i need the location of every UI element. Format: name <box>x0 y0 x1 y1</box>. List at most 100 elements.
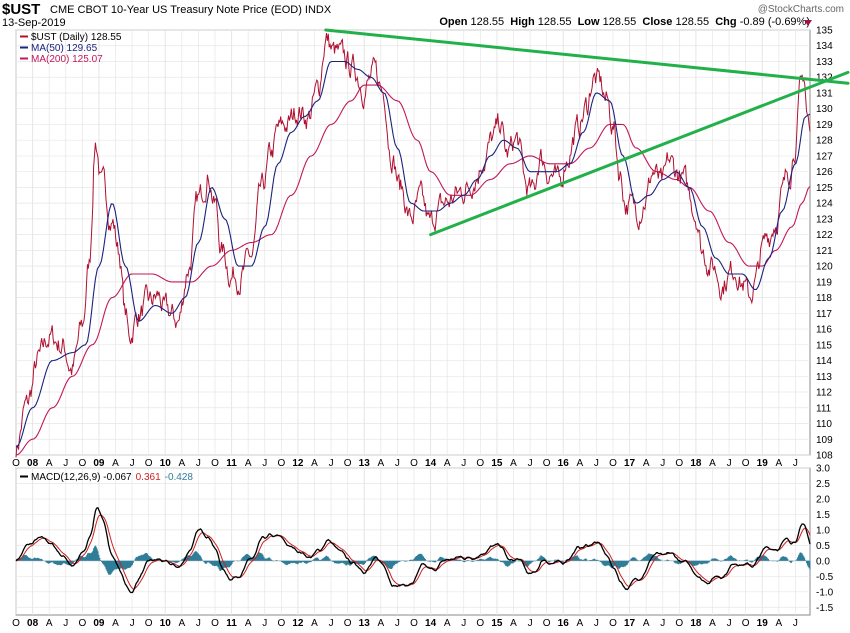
price-ytick-label: 115 <box>816 340 832 351</box>
open-label: Open <box>439 16 468 28</box>
price-xtick-label: 12 <box>292 458 304 469</box>
macd-ytick-label: -1.0 <box>816 587 834 598</box>
macd-xtick-label: J <box>461 618 466 629</box>
price-xtick-label: A <box>112 458 119 469</box>
macd-ytick-label: -1.5 <box>816 603 834 614</box>
macd-xtick-label: A <box>245 618 252 629</box>
macd-xtick-label: J <box>130 618 135 629</box>
macd-xtick-label: 15 <box>491 618 503 629</box>
macd-xtick-label: A <box>643 618 650 629</box>
macd-xtick-label: J <box>594 618 599 629</box>
price-xtick-label: J <box>594 458 599 469</box>
macd-xtick-label: 11 <box>226 618 237 629</box>
high-value: 128.55 <box>537 16 572 28</box>
price-xtick-label: A <box>245 458 252 469</box>
legend-label-hist: -0.428 <box>165 472 194 483</box>
macd-xtick-label: O <box>609 618 617 629</box>
price-ytick-label: 120 <box>816 262 833 273</box>
close-label: Close <box>642 16 673 28</box>
macd-xtick-label: O <box>410 618 418 629</box>
price-xtick-label: O <box>742 458 750 469</box>
macd-xtick-label: J <box>660 618 665 629</box>
price-xtick-label: J <box>329 458 334 469</box>
price-xtick-label: O <box>12 458 20 469</box>
price-xtick-label: 10 <box>160 458 172 469</box>
chg-value: -0.89 (-0.69%) <box>739 16 810 28</box>
macd-xtick-label: 13 <box>359 618 371 629</box>
price-xtick-label: 19 <box>757 458 769 469</box>
macd-xtick-label: O <box>145 618 153 629</box>
brand-watermark: @StockCharts.com <box>757 4 844 15</box>
macd-xtick-label: A <box>46 618 53 629</box>
price-ytick-label: 122 <box>816 230 833 241</box>
macd-xtick-label: 12 <box>292 618 304 629</box>
macd-xtick-label: J <box>63 618 68 629</box>
macd-xtick-label: O <box>12 618 20 629</box>
price-xtick-label: O <box>476 458 484 469</box>
chg-label: Chg <box>715 16 737 28</box>
macd-ytick-label: 2.0 <box>816 494 830 505</box>
low-value: 128.55 <box>602 16 637 28</box>
chg-down-arrow-icon <box>804 20 812 26</box>
macd-xtick-label: O <box>675 618 683 629</box>
macd-xtick-label: 16 <box>558 618 570 629</box>
price-ytick-label: 130 <box>816 104 833 115</box>
price-ytick-label: 128 <box>816 136 833 147</box>
price-ytick-label: 132 <box>816 73 833 84</box>
macd-xtick-label: J <box>793 618 798 629</box>
macd-xtick-label: 14 <box>425 618 437 629</box>
legend-label-signal: 0.361 <box>136 472 161 483</box>
price-xtick-label: O <box>277 458 285 469</box>
price-ytick-label: 135 <box>816 26 833 37</box>
macd-xtick-label: J <box>395 618 400 629</box>
price-ytick-label: 123 <box>816 214 833 225</box>
price-xtick-label: A <box>709 458 716 469</box>
macd-xtick-label: O <box>543 618 551 629</box>
macd-xtick-label: 19 <box>757 618 769 629</box>
ma50-line <box>15 60 811 448</box>
macd-xtick-label: A <box>178 618 185 629</box>
macd-xtick-label: O <box>277 618 285 629</box>
macd-panel-frame <box>15 467 811 616</box>
price-ytick-label: 134 <box>816 41 833 52</box>
price-xtick-label: O <box>78 458 86 469</box>
macd-xtick-label: O <box>476 618 484 629</box>
price-ytick-label: 133 <box>816 57 833 68</box>
macd-xtick-label: J <box>262 618 267 629</box>
macd-xtick-label: O <box>211 618 219 629</box>
price-ytick-label: 108 <box>816 451 833 462</box>
price-xtick-label: A <box>311 458 318 469</box>
macd-xtick-label: J <box>196 618 201 629</box>
price-xtick-label: O <box>543 458 551 469</box>
price-xtick-label: J <box>130 458 135 469</box>
macd-ytick-label: 2.5 <box>816 479 830 490</box>
macd-ytick-label: 1.5 <box>816 510 830 521</box>
macd-xtick-label: 18 <box>690 618 702 629</box>
macd-xtick-label: A <box>709 618 716 629</box>
ticker-symbol: $UST <box>2 1 41 18</box>
price-xtick-label: A <box>510 458 517 469</box>
price-xtick-label: J <box>727 458 732 469</box>
price-xtick-label: O <box>410 458 418 469</box>
price-xtick-label: 13 <box>359 458 371 469</box>
macd-xtick-label: 09 <box>93 618 105 629</box>
price-ytick-label: 121 <box>816 246 833 257</box>
macd-xtick-label: O <box>78 618 86 629</box>
price-ytick-label: 125 <box>816 183 833 194</box>
price-ytick-label: 127 <box>816 151 833 162</box>
macd-xtick-label: A <box>576 618 583 629</box>
price-xtick-label: A <box>444 458 451 469</box>
close-value: 128.55 <box>675 16 710 28</box>
macd-ytick-label: 0.0 <box>816 556 830 567</box>
price-xtick-label: 15 <box>491 458 503 469</box>
price-xtick-label: O <box>344 458 352 469</box>
price-xtick-label: J <box>461 458 466 469</box>
price-xtick-label: 08 <box>27 458 39 469</box>
price-xtick-label: A <box>643 458 650 469</box>
price-xtick-label: A <box>576 458 583 469</box>
macd-xtick-label: A <box>377 618 384 629</box>
price-panel-frame <box>15 29 811 456</box>
price-ytick-label: 131 <box>816 88 833 99</box>
